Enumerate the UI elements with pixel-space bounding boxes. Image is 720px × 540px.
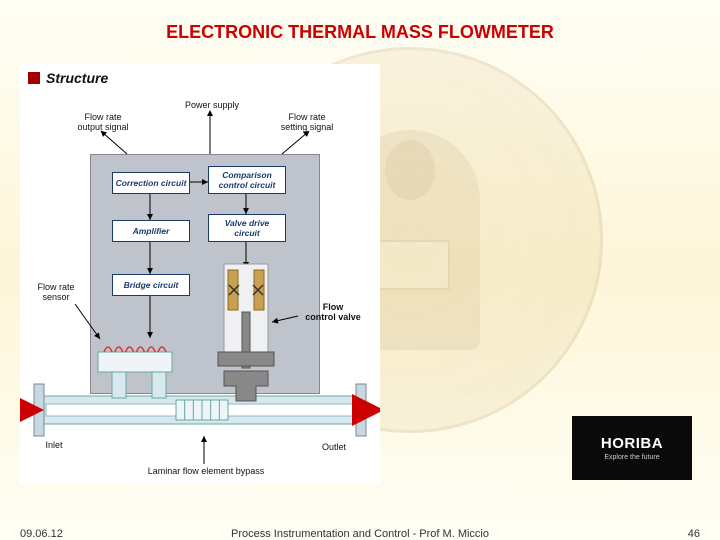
structure-header-text: Structure (46, 70, 108, 86)
circuit-box-correction: Correction circuit (112, 172, 190, 194)
circuit-box-valve_drive: Valve drive circuit (208, 214, 286, 242)
label-flow_rate_sensor: Flow rate sensor (26, 282, 86, 303)
logo-brand: HORIBA (601, 435, 663, 452)
seal-book (370, 240, 450, 290)
label-flow_control_valve: Flow control valve (298, 302, 368, 323)
label-flow_rate_output: Flow rate output signal (66, 112, 140, 133)
circuit-box-bridge: Bridge circuit (112, 274, 190, 296)
footer-center: Process Instrumentation and Control - Pr… (0, 528, 720, 540)
circuit-box-comparison: Comparison control circuit (208, 166, 286, 194)
footer-page: 46 (688, 528, 700, 540)
flowmeter-diagram: Structure Correction circuit Comparison c… (20, 64, 380, 484)
logo-tagline: Explore the future (604, 454, 659, 461)
red-square-icon (28, 72, 40, 84)
label-inlet: Inlet (34, 440, 74, 450)
circuit-box-amplifier: Amplifier (112, 220, 190, 242)
label-flow_rate_setting: Flow rate setting signal (270, 112, 344, 133)
horiba-logo: HORIBA Explore the future (572, 416, 692, 480)
label-power_supply: Power supply (172, 100, 252, 110)
slide-title: ELECTRONIC THERMAL MASS FLOWMETER (0, 22, 720, 43)
label-outlet: Outlet (314, 442, 354, 452)
label-laminar: Laminar flow element bypass (116, 466, 296, 476)
structure-header: Structure (28, 70, 108, 86)
